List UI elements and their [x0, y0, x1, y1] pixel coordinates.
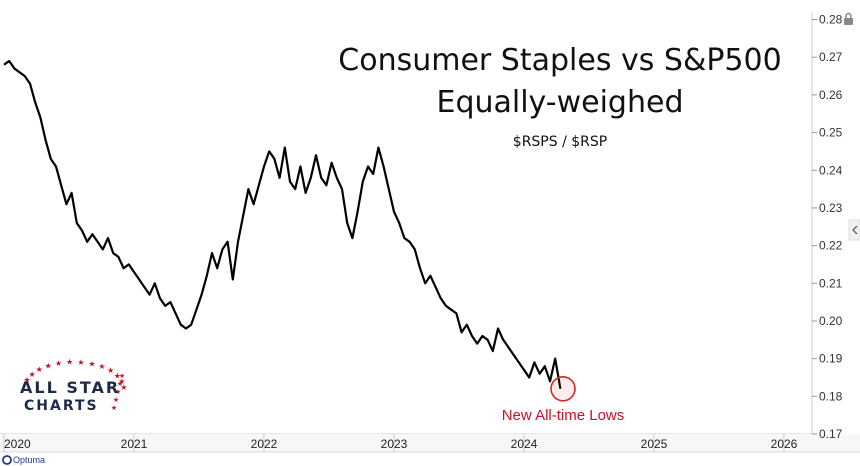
y-tick-label: 0.21	[819, 276, 843, 290]
y-tick-label: 0.22	[819, 239, 843, 253]
x-axis-ticks: 2020 2021 2022 2023 2024 2025 2026	[3, 434, 798, 452]
logo-star-icon: ★	[118, 377, 125, 386]
y-tick-label: 0.25	[819, 126, 843, 140]
annotation-text: New All-time Lows	[502, 407, 625, 424]
logo-star-icon: ★	[115, 388, 121, 396]
x-axis-band	[0, 434, 860, 452]
chart-symbol: $RSPS / $RSP	[513, 134, 607, 150]
x-tick-label: 2022	[251, 437, 278, 451]
series-line	[3, 59, 562, 389]
y-tick-label: 0.19	[819, 352, 843, 366]
y-tick-label: 0.23	[819, 201, 843, 215]
logo-star-icon: ★	[111, 404, 117, 412]
logo-star-icon: ★	[77, 358, 84, 367]
y-tick-label: 0.27	[819, 50, 843, 64]
optuma-icon	[2, 455, 12, 465]
x-tick-label: 2023	[381, 437, 408, 451]
lock-icon[interactable]	[844, 12, 853, 26]
logo-star-arc: ★★★ ★ ★ ★ ★ ★ ★ ★★★★★★★★★	[23, 358, 127, 412]
y-axis-ticks: 0.28 0.27 0.26 0.25 0.24 0.23 0.22 0.21 0.20 0.19…	[812, 13, 843, 441]
logo-line1: ALL STAR	[20, 378, 120, 397]
logo-star-icon: ★	[114, 371, 121, 380]
x-tick-label: 2020	[4, 437, 31, 451]
logo-line2: CHARTS	[24, 398, 99, 414]
x-tick-label: 2021	[121, 437, 148, 451]
logo-star-icon: ★	[45, 361, 52, 370]
y-tick-label: 0.18	[819, 389, 843, 403]
logo-star-icon: ★	[119, 372, 125, 380]
logo-star-icon: ★	[107, 366, 114, 375]
x-tick-label: 2024	[511, 437, 538, 451]
annotation-circle	[550, 375, 576, 402]
logo-star-icon: ★	[28, 370, 35, 379]
y-tick-label: 0.20	[819, 314, 843, 328]
y-tick-label: 0.17	[819, 427, 843, 441]
optuma-label: Optuma	[13, 455, 45, 465]
logo-star-icon: ★	[88, 359, 95, 368]
logo-star-icon: ★	[66, 358, 73, 367]
logo-star-icon: ★	[36, 365, 43, 374]
chart-subtitle: Equally-weighed	[436, 85, 683, 120]
logo-star-icon: ★	[98, 362, 105, 371]
logo-star-icon: ★	[113, 396, 119, 404]
all-star-charts-logo: ★★★ ★ ★ ★ ★ ★ ★ ★★★★★★★★★ ALL STAR CHARTS	[20, 358, 127, 414]
x-tick-label: 2026	[771, 437, 798, 451]
chart-title: Consumer Staples vs S&P500	[338, 43, 781, 78]
collapse-panel-icon[interactable]	[848, 219, 860, 241]
x-tick-label: 2025	[641, 437, 668, 451]
logo-star-icon: ★	[23, 376, 30, 385]
logo-star-icon: ★	[117, 380, 123, 388]
optuma-brand: Optuma	[2, 455, 45, 465]
logo-star-icon: ★	[55, 359, 62, 368]
y-tick-label: 0.28	[819, 13, 843, 27]
y-tick-label: 0.26	[819, 88, 843, 102]
logo-star-icon: ★	[120, 383, 127, 392]
y-tick-label: 0.24	[819, 163, 843, 177]
